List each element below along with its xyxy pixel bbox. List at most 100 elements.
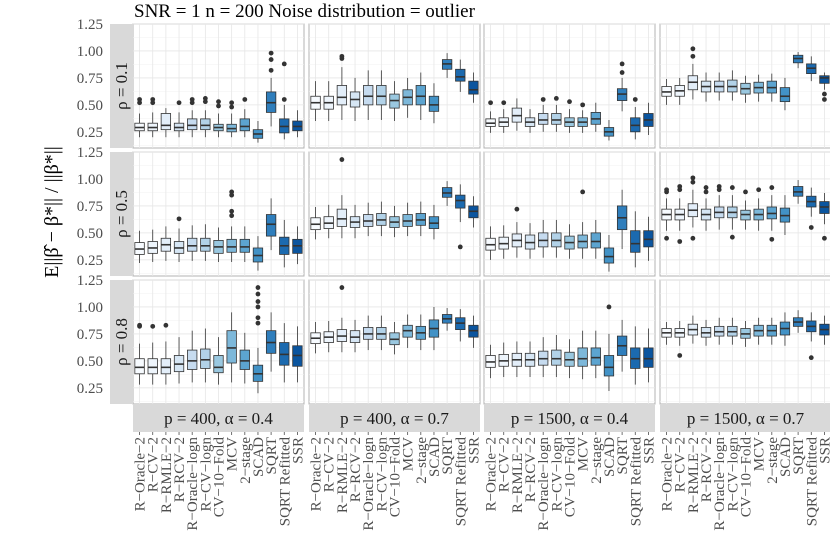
box-R−Oracle−logn <box>714 184 725 230</box>
box-SCAD <box>252 285 264 394</box>
outlier-point <box>677 353 683 358</box>
box-R−CV−logn <box>551 96 562 132</box>
outlier-point <box>619 61 625 67</box>
box-R−Oracle−2 <box>134 97 145 138</box>
outlier-point <box>690 53 696 59</box>
box-R−Oracle−2 <box>134 230 145 264</box>
box-SQRT <box>792 310 804 333</box>
box-R−CV−2 <box>323 204 334 239</box>
outlier-point <box>255 304 261 310</box>
box-R−Oracle−2 <box>310 81 321 122</box>
box-SCAD <box>779 312 791 346</box>
x-tick-label: MCV <box>752 437 768 471</box>
box-SCAD <box>252 236 264 271</box>
outlier-point <box>769 185 775 190</box>
outlier-point <box>567 99 572 105</box>
y-tick-label: 1.25 <box>77 145 103 161</box>
box-MCV <box>577 102 588 133</box>
box-MCV <box>753 187 764 231</box>
x-tick-label: SSR <box>817 437 830 464</box>
box-iqr <box>468 80 479 95</box>
box-2−stage <box>590 219 601 259</box>
box-R−RMLE−2 <box>336 285 348 353</box>
box-SQRT Refitted <box>279 61 290 140</box>
x-tick-label: R−Oracle−logn <box>361 437 377 531</box>
box-SSR <box>819 72 830 102</box>
box-CV−10−Fold <box>740 189 751 230</box>
col-strip-label: p = 400, α = 0.4 <box>164 409 273 428</box>
box-R−Oracle−2 <box>485 100 496 133</box>
box-CV−10−Fold <box>740 320 751 347</box>
box-R−CV−2 <box>674 320 685 358</box>
box-CV−10−Fold <box>389 322 400 355</box>
box-R−RCV−2 <box>524 109 536 133</box>
x-tick-label: SCAD <box>427 437 443 477</box>
box-MCV <box>577 330 588 380</box>
box-SSR <box>468 72 479 103</box>
box-SCAD <box>603 119 615 141</box>
box-R−RMLE−2 <box>160 322 172 385</box>
outlier-point <box>268 57 274 62</box>
x-tick-label: SQRT Refitted <box>453 437 469 527</box>
x-tick-label: R−CV−logn <box>198 437 214 512</box>
y-tick-label: 1.00 <box>77 300 103 316</box>
box-R−RMLE−2 <box>687 315 699 344</box>
box-CV−10−Fold <box>389 81 400 122</box>
box-SQRT Refitted <box>279 219 290 268</box>
box-2−stage <box>766 73 777 102</box>
box-R−RMLE−2 <box>511 98 523 131</box>
box-iqr <box>200 118 211 131</box>
x-tick-label: R−CV−2 <box>146 437 162 492</box>
box-iqr <box>630 230 641 253</box>
outlier-point <box>822 91 827 97</box>
outlier-point <box>457 244 463 250</box>
panel-r2-c3 <box>659 279 830 405</box>
box-SQRT Refitted <box>630 211 641 268</box>
y-tick-label: 0.75 <box>77 199 103 215</box>
box-iqr <box>779 87 791 103</box>
x-tick-label: 2−stage <box>414 437 430 484</box>
box-SQRT <box>265 198 277 251</box>
outlier-point <box>677 239 683 244</box>
y-tick-label: 1.00 <box>77 44 103 60</box>
box-R−Oracle−logn <box>363 202 374 237</box>
box-iqr <box>226 238 237 253</box>
box-R−CV−logn <box>200 224 211 261</box>
box-SSR <box>292 110 303 138</box>
box-iqr <box>590 347 601 366</box>
outlier-point <box>137 97 142 102</box>
row-strip-label: ρ = 0.8 <box>112 318 131 366</box>
box-R−RCV−2 <box>524 223 536 259</box>
outlier-point <box>501 100 507 106</box>
outlier-point <box>703 185 709 190</box>
box-R−RCV−2 <box>700 185 712 231</box>
box-R−CV−2 <box>147 97 158 138</box>
chart-title: SNR = 1 n = 200 Noise distribution = out… <box>134 1 476 22</box>
x-tick-label: SQRT <box>791 437 807 474</box>
x-tick-label: MCV <box>576 437 592 471</box>
outlier-point <box>268 50 274 56</box>
box-SQRT <box>792 180 804 204</box>
outlier-point <box>339 285 345 290</box>
box-R−Oracle−logn <box>187 330 198 383</box>
col-strip-bg <box>309 404 480 432</box>
x-tick-label: SSR <box>466 437 482 464</box>
box-SQRT <box>441 181 453 206</box>
outlier-point <box>150 323 156 329</box>
x-tick-label: R−Oracle−logn <box>536 437 552 531</box>
x-tick-label: 2−stage <box>238 437 254 484</box>
box-iqr <box>455 68 466 82</box>
x-tick-label: R−RMLE−2 <box>335 437 351 513</box>
row-strip-bg <box>110 24 132 148</box>
box-R−CV−logn <box>727 185 738 240</box>
box-iqr <box>147 358 158 375</box>
y-tick-label: 1.25 <box>77 273 103 289</box>
box-R−RCV−2 <box>173 337 185 384</box>
panel-background <box>659 279 830 405</box>
box-SCAD <box>779 195 791 236</box>
box-2−stage <box>590 330 601 379</box>
col-strip-label: p = 1500, α = 0.7 <box>687 409 805 428</box>
x-tick-label: R−CV−logn <box>725 437 741 512</box>
box-iqr <box>239 238 250 253</box>
x-tick-label: R−Oracle−2 <box>484 437 500 511</box>
